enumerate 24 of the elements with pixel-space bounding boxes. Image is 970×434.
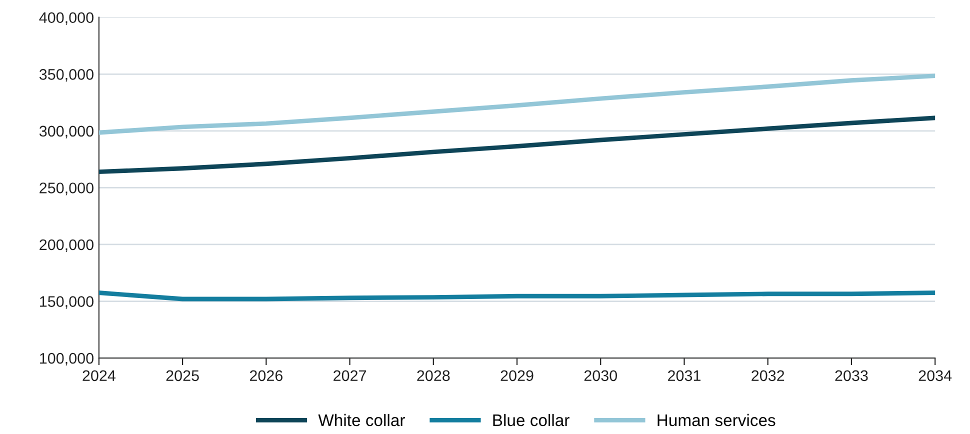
y-tick-label: 100,000 bbox=[40, 352, 94, 366]
y-tick-label: 150,000 bbox=[40, 296, 94, 309]
x-tick-label: 2026 bbox=[250, 370, 282, 382]
x-tick-label: 2028 bbox=[417, 370, 450, 382]
line-series bbox=[98, 116, 936, 174]
legend-label: White collar bbox=[318, 414, 405, 426]
x-tick-label: 2032 bbox=[752, 370, 784, 382]
y-tick-label: 300,000 bbox=[39, 126, 94, 138]
x-tick-label: 2030 bbox=[584, 370, 618, 382]
x-tick-label: 2031 bbox=[668, 370, 700, 382]
x-tick-label: 2024 bbox=[82, 370, 116, 382]
x-tick-label: 2025 bbox=[166, 370, 199, 382]
x-tick-label: 2027 bbox=[334, 370, 366, 382]
line-series bbox=[98, 290, 936, 302]
x-tick-label: 2034 bbox=[918, 370, 952, 382]
line-series bbox=[98, 74, 936, 135]
y-tick-label: 250,000 bbox=[40, 182, 94, 196]
x-tick-label: 2029 bbox=[500, 370, 534, 382]
y-tick-label: 350,000 bbox=[39, 69, 94, 82]
x-tick-label: 2033 bbox=[835, 370, 868, 382]
legend-label: Blue collar bbox=[493, 414, 570, 426]
legend-label: Human services bbox=[658, 414, 776, 426]
y-tick-label: 200,000 bbox=[40, 239, 94, 252]
y-tick-label: 400,000 bbox=[39, 12, 94, 25]
